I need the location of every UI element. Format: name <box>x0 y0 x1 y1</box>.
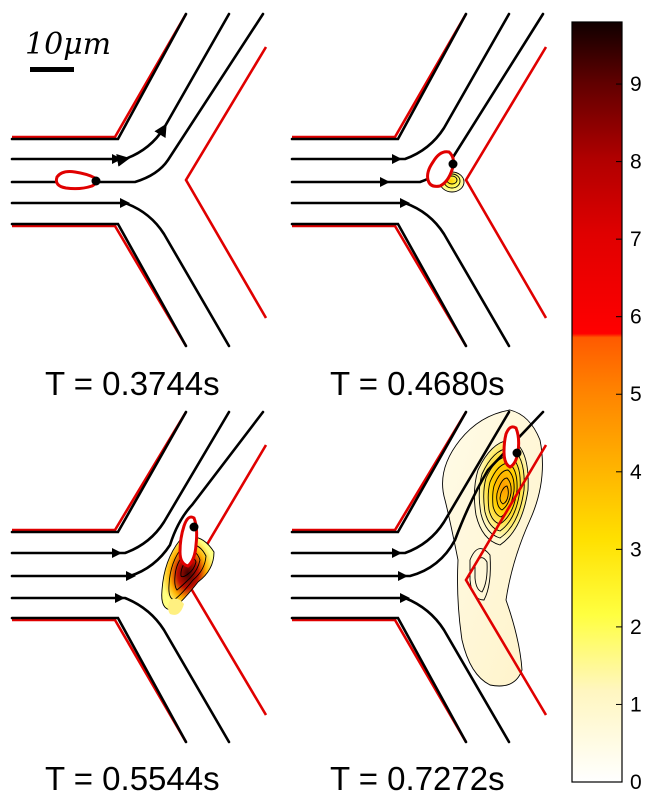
panel-3: T = 0.5544s <box>10 410 268 794</box>
panel-4-label: T = 0.7272s <box>330 760 505 794</box>
colorbar-tick-label: 7 <box>630 228 642 251</box>
colorbar-tick-label: 3 <box>630 538 642 561</box>
channel-wall-right <box>464 444 548 716</box>
arrows <box>112 548 136 603</box>
colorbar: 0 1 2 3 4 5 6 7 8 9 <box>571 21 642 794</box>
panel-1-label: T = 0.3744s <box>45 365 220 402</box>
colorbar-ticks: 0 1 2 3 4 5 6 7 8 9 <box>616 73 642 794</box>
streamlines <box>10 12 265 348</box>
colorbar-frame <box>571 21 623 783</box>
colorbar-tick-label: 2 <box>630 616 642 639</box>
tracking-marker <box>448 159 458 169</box>
panel-3-label: T = 0.5544s <box>45 760 220 794</box>
cell-outline <box>54 170 98 191</box>
tracking-marker <box>189 522 199 532</box>
arrows <box>380 154 410 208</box>
panel-2: T = 0.4680s <box>290 12 548 402</box>
scale-bar-label: 10μm <box>25 27 111 62</box>
cell-outline <box>502 425 521 469</box>
streamlines <box>290 12 545 348</box>
concentration-field <box>161 536 215 615</box>
colorbar-tick-label: 5 <box>630 383 642 406</box>
scale-bar: 10μm <box>25 27 111 72</box>
tracking-marker <box>512 448 522 458</box>
colorbar-gradient <box>572 22 622 782</box>
colorbar-tick-label: 1 <box>630 693 642 716</box>
channel-walls <box>292 13 548 347</box>
concentration-field <box>442 409 543 687</box>
cell-outline <box>426 150 455 188</box>
streamlines <box>10 410 265 744</box>
scale-bar-line <box>30 67 74 72</box>
panel-2-label: T = 0.4680s <box>330 365 505 402</box>
panel-4: T = 0.7272s <box>290 409 548 794</box>
panel-1: T = 0.3744s <box>10 12 268 402</box>
colorbar-tick-label: 8 <box>630 151 642 174</box>
colorbar-tick-label: 0 <box>630 771 642 794</box>
colorbar-tick-label: 9 <box>630 73 642 96</box>
arrows <box>392 548 410 603</box>
colorbar-tick-label: 4 <box>630 461 642 484</box>
colorbar-tick-label: 6 <box>630 306 642 329</box>
tracking-marker <box>91 176 101 186</box>
